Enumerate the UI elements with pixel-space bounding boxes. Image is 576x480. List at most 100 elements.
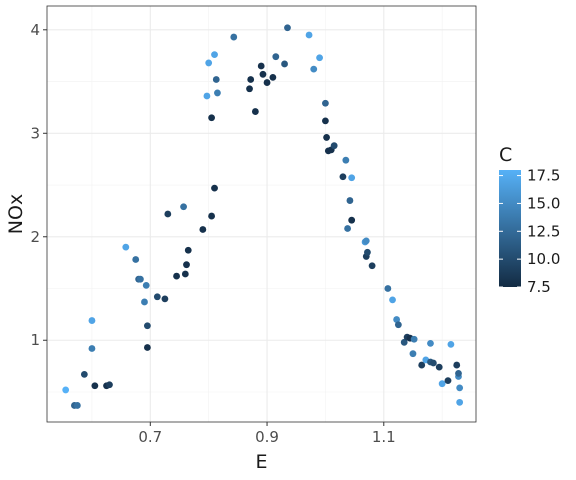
legend-tick-label: 12.5 (527, 222, 560, 240)
y-tick-label: 4 (30, 21, 40, 39)
data-point (455, 369, 462, 377)
data-point (212, 76, 220, 83)
x-axis-ticks: 0.7 0.9 1.1 (138, 422, 396, 446)
data-point (281, 60, 288, 68)
data-point (208, 114, 215, 122)
legend-tick-label: 7.5 (527, 278, 551, 296)
data-point (389, 296, 396, 304)
data-point (444, 377, 452, 385)
data-point (199, 226, 207, 233)
data-point (348, 216, 356, 224)
data-point (122, 243, 130, 251)
data-point (161, 295, 169, 303)
data-point (143, 344, 151, 351)
data-point (181, 270, 189, 278)
data-point (230, 33, 238, 41)
data-point (322, 99, 329, 107)
legend-title: C (499, 144, 512, 166)
data-point (364, 248, 371, 256)
data-point (247, 76, 255, 83)
data-point (348, 174, 356, 182)
color-legend: C 7.5 10.0 12.5 15.0 17.5 (499, 144, 560, 296)
data-point (246, 85, 253, 93)
data-point (393, 316, 401, 323)
legend-tick-label: 15.0 (527, 194, 560, 212)
data-point (346, 197, 354, 204)
data-point (310, 65, 318, 73)
data-point (88, 345, 96, 352)
y-tick-label: 2 (30, 228, 40, 246)
data-point (142, 282, 150, 289)
y-tick-label: 1 (30, 331, 40, 349)
plot-panel-border (46, 5, 477, 423)
data-point (173, 272, 180, 280)
data-point (62, 386, 70, 394)
legend-tick-label: 17.5 (527, 167, 560, 185)
y-axis-title: NOx (5, 194, 27, 234)
legend-ticks: 7.5 10.0 12.5 15.0 17.5 (499, 167, 560, 296)
x-tick-label: 0.9 (255, 428, 279, 446)
data-point (272, 53, 280, 61)
data-point (91, 382, 99, 390)
data-point (447, 340, 455, 348)
data-point (342, 156, 350, 164)
data-point (184, 246, 192, 254)
data-point (80, 370, 88, 378)
data-point (410, 335, 418, 343)
data-point (269, 74, 277, 81)
data-point (322, 117, 329, 125)
data-point (211, 184, 218, 192)
data-point (339, 173, 347, 181)
data-point (143, 322, 151, 330)
data-point (132, 256, 140, 263)
data-point (368, 262, 376, 270)
data-point (208, 212, 215, 220)
data-point (284, 24, 291, 32)
data-point (384, 285, 392, 292)
data-point (259, 70, 267, 78)
data-point (456, 398, 464, 406)
data-point (263, 79, 271, 86)
data-points (62, 24, 464, 409)
data-point (394, 321, 402, 329)
data-point (427, 339, 434, 347)
data-point (453, 361, 461, 369)
data-point (211, 51, 218, 59)
data-point (435, 363, 443, 371)
data-point (257, 62, 265, 70)
x-axis-title: E (255, 451, 267, 473)
legend-colorbar (499, 170, 521, 287)
data-point (180, 203, 187, 211)
data-point (203, 92, 211, 100)
x-tick-label: 1.1 (372, 428, 396, 446)
data-point (330, 142, 338, 150)
data-point (316, 54, 323, 62)
data-point (73, 402, 81, 409)
data-point (106, 381, 113, 389)
data-point (251, 108, 259, 115)
data-point (305, 31, 313, 39)
y-tick-label: 3 (30, 124, 40, 142)
data-point (136, 275, 144, 283)
data-point (214, 89, 221, 97)
data-point (438, 380, 446, 388)
data-point (429, 359, 437, 367)
data-point (409, 350, 417, 358)
legend-tick-label: 10.0 (527, 250, 560, 268)
data-point (400, 338, 408, 346)
data-point (164, 210, 172, 218)
data-point (344, 225, 351, 232)
data-point (88, 317, 96, 324)
data-point (418, 361, 426, 369)
data-point (153, 293, 161, 301)
data-point (362, 237, 370, 245)
y-axis-ticks: 1 2 3 4 (30, 21, 47, 349)
data-point (456, 384, 464, 392)
x-tick-label: 0.7 (138, 428, 162, 446)
data-point (141, 298, 148, 306)
data-point (183, 261, 190, 269)
data-point (205, 59, 213, 67)
data-point (323, 134, 330, 141)
